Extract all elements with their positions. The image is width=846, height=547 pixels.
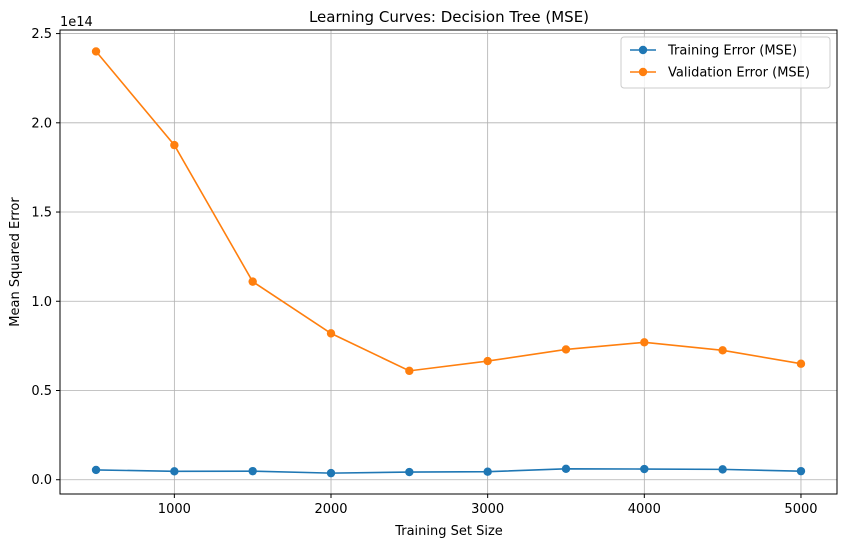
data-point: [326, 329, 336, 338]
y-offset-text: 1e14: [60, 15, 93, 30]
y-tick-label: 2.0: [31, 116, 52, 131]
y-tick-label: 0.5: [31, 384, 52, 399]
data-point: [405, 366, 414, 376]
data-point: [170, 140, 179, 150]
series-line-1: [95, 50, 802, 372]
x-tick-label: 4000: [628, 502, 661, 517]
data-point: [483, 467, 492, 476]
chart-title: Learning Curves: Decision Tree (MSE): [309, 8, 589, 26]
data-point: [326, 468, 336, 478]
series-line-0: [96, 468, 801, 474]
data-point: [640, 464, 649, 474]
data-point: [170, 467, 179, 476]
data-point: [561, 345, 571, 354]
y-tick-label: 1.5: [31, 206, 52, 221]
data-point: [718, 346, 727, 355]
data-point: [718, 465, 727, 474]
legend-swatch-marker: [638, 67, 648, 77]
x-tick-label: 3000: [471, 502, 504, 517]
legend-label: Training Error (MSE): [667, 44, 797, 59]
legend-box: [620, 36, 831, 89]
legend-swatch-marker: [638, 45, 648, 55]
data-point: [248, 466, 257, 476]
data-point: [796, 466, 806, 476]
x-tick-label: 1000: [158, 502, 191, 517]
data-point: [91, 465, 101, 475]
data-point: [248, 277, 257, 286]
legend: Training Error (MSE) Validation Error (MS…: [620, 36, 831, 89]
legend-label: Validation Error (MSE): [668, 66, 810, 81]
y-tick-label: 2.5: [31, 27, 52, 42]
y-axis-label: Mean Squared Error: [8, 197, 23, 327]
data-point: [91, 47, 101, 56]
data-point: [796, 359, 806, 368]
x-tick-label: 5000: [784, 502, 817, 517]
y-tick-label: 1.0: [31, 295, 52, 310]
y-tick-label: 0.0: [31, 473, 52, 488]
plot-area-frame: [59, 29, 838, 495]
data-point: [561, 464, 571, 474]
axis-ticks: 1000 2000 3000 4000 5000 0.0 0.5 1.0 1.5 2.0 2.5: [31, 27, 817, 517]
x-tick-label: 2000: [314, 502, 347, 517]
data-point: [405, 467, 414, 477]
grid: [60, 30, 837, 494]
data-point: [483, 356, 492, 366]
series-lines: [91, 47, 806, 478]
x-axis-label: Training Set Size: [394, 524, 503, 539]
data-point: [640, 338, 649, 347]
